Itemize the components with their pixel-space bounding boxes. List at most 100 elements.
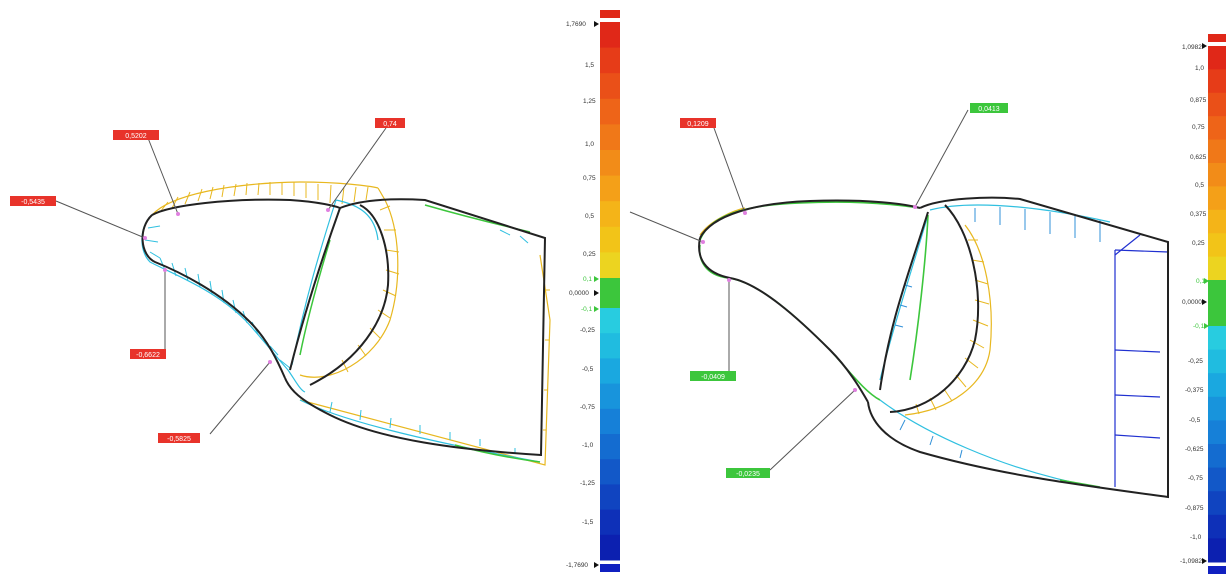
scale-band	[1208, 69, 1226, 94]
scale-bottom-cap	[600, 564, 620, 572]
scale-tol-plus-label: 0,1	[583, 276, 592, 283]
scale-max-marker	[594, 21, 599, 27]
svg-text:0,75: 0,75	[1192, 124, 1205, 131]
svg-text:1,25: 1,25	[583, 98, 596, 105]
svg-text:-0,25: -0,25	[580, 327, 595, 334]
scale-band	[1208, 514, 1226, 539]
svg-text:1,5: 1,5	[585, 62, 594, 69]
scale-band	[600, 434, 620, 460]
scale-tolerance-band	[1208, 280, 1226, 326]
svg-text:-0,75: -0,75	[1188, 475, 1203, 482]
callout-left-neg-0-6622[interactable]: -0,6622	[130, 349, 166, 359]
svg-text:-0,625: -0,625	[1185, 446, 1204, 453]
svg-text:-1,0: -1,0	[1190, 534, 1202, 541]
callout-right-neg-0-0409[interactable]: -0,0409	[690, 371, 736, 381]
scale-band	[1208, 349, 1226, 374]
scale-band	[1208, 373, 1226, 398]
callout-left-neg-0-5435[interactable]: -0,5435	[10, 196, 56, 206]
right-positive-deviation-band	[699, 207, 992, 416]
right-leader-lines	[629, 109, 969, 471]
left-in-tolerance-segments	[299, 204, 541, 463]
left-negative-deviation-band	[141, 199, 541, 463]
scale-band	[600, 22, 620, 49]
svg-text:-0,875: -0,875	[1185, 505, 1204, 512]
svg-text:1,0: 1,0	[1195, 65, 1204, 72]
scale-band	[1208, 326, 1226, 351]
callout-value: -0,0409	[701, 374, 725, 381]
scale-band	[1208, 186, 1226, 211]
scale-zero-label: 0,0000	[1182, 299, 1202, 306]
scale-band	[1208, 116, 1226, 141]
svg-text:-1,25: -1,25	[580, 480, 595, 487]
scale-band	[1208, 256, 1226, 281]
scale-band	[600, 124, 620, 151]
callout-left-neg-0-5825[interactable]: -0,5825	[158, 433, 200, 443]
right-nominal-outline	[698, 196, 1169, 499]
scale-max-label: 1,7690	[566, 21, 586, 28]
svg-text:0,25: 0,25	[1192, 240, 1205, 247]
left-leader-lines	[55, 127, 387, 435]
callout-right-neg-0-0235[interactable]: -0,0235	[726, 468, 770, 478]
callout-value: 0,5202	[125, 133, 147, 140]
scale-band	[1208, 139, 1226, 164]
right-in-tolerance-segments	[698, 201, 1101, 488]
svg-text:0,375: 0,375	[1190, 211, 1207, 218]
callout-right-0-1209[interactable]: 0,1209	[680, 118, 716, 128]
svg-text:-0,5: -0,5	[582, 366, 594, 373]
svg-text:-0,75: -0,75	[580, 404, 595, 411]
scale-max-label: 1,0982	[1182, 44, 1202, 51]
scale-band	[600, 534, 620, 561]
callout-right-0-0413[interactable]: 0,0413	[970, 103, 1008, 113]
scale-band	[600, 459, 620, 485]
scale-tol-minus-label: -0,1	[581, 306, 593, 313]
svg-text:-1,5: -1,5	[582, 519, 594, 526]
svg-text:0,75: 0,75	[583, 175, 596, 182]
scale-band	[1208, 163, 1226, 187]
scale-band	[1208, 420, 1226, 445]
scale-band	[600, 150, 620, 177]
scale-band	[1208, 233, 1226, 258]
left-deviation-view: 0,5202 0,74 -0,5435 -0,6622 -0,5825 1,76…	[10, 10, 620, 572]
scale-band	[600, 252, 620, 279]
scale-band	[600, 383, 620, 410]
scale-band	[600, 509, 620, 536]
scale-max-marker	[1202, 43, 1207, 49]
scale-band	[600, 333, 620, 359]
left-scale-labels: 1,7690 0,1 0,0000 -0,1 -1,7690 1,5 1,25 …	[566, 21, 599, 569]
left-nominal-outline	[141, 198, 547, 457]
scale-band	[1208, 396, 1226, 421]
scale-band	[600, 308, 620, 334]
scale-band	[600, 484, 620, 511]
callout-value: -0,6622	[136, 352, 160, 359]
scale-band	[1208, 46, 1226, 70]
scale-band	[600, 358, 620, 385]
svg-text:-0,375: -0,375	[1185, 387, 1204, 394]
scale-band	[1208, 538, 1226, 563]
svg-text:1,0: 1,0	[585, 141, 594, 148]
callout-value: 0,74	[383, 121, 397, 128]
callout-value: -0,5825	[167, 436, 191, 443]
scale-band	[1208, 209, 1226, 234]
left-positive-deviation-band	[151, 181, 551, 466]
left-color-scale	[600, 10, 620, 572]
scale-min-label: -1,0982	[1180, 558, 1202, 565]
scale-tol-plus-label: 0,1	[1196, 278, 1205, 285]
scale-bottom-cap	[1208, 566, 1226, 574]
scale-band	[1208, 467, 1226, 492]
callout-left-0-74[interactable]: 0,74	[375, 118, 405, 128]
right-large-negative-band	[1114, 234, 1169, 490]
svg-text:-0,5: -0,5	[1189, 417, 1201, 424]
svg-text:0,5: 0,5	[585, 213, 594, 220]
right-color-scale	[1208, 34, 1226, 574]
callout-left-0-5202[interactable]: 0,5202	[113, 130, 159, 140]
callout-value: 0,1209	[687, 121, 709, 128]
scale-band	[600, 98, 620, 125]
scale-band	[600, 226, 620, 253]
scale-zero-label: 0,0000	[569, 290, 589, 297]
svg-text:-1,0: -1,0	[582, 442, 594, 449]
scale-top-cap	[600, 10, 620, 18]
svg-text:0,5: 0,5	[1195, 182, 1204, 189]
svg-text:-0,25: -0,25	[1188, 358, 1203, 365]
right-deviation-view: 0,1209 0,0413 -0,0409 -0,0235 1,0982 0,1…	[629, 34, 1226, 574]
